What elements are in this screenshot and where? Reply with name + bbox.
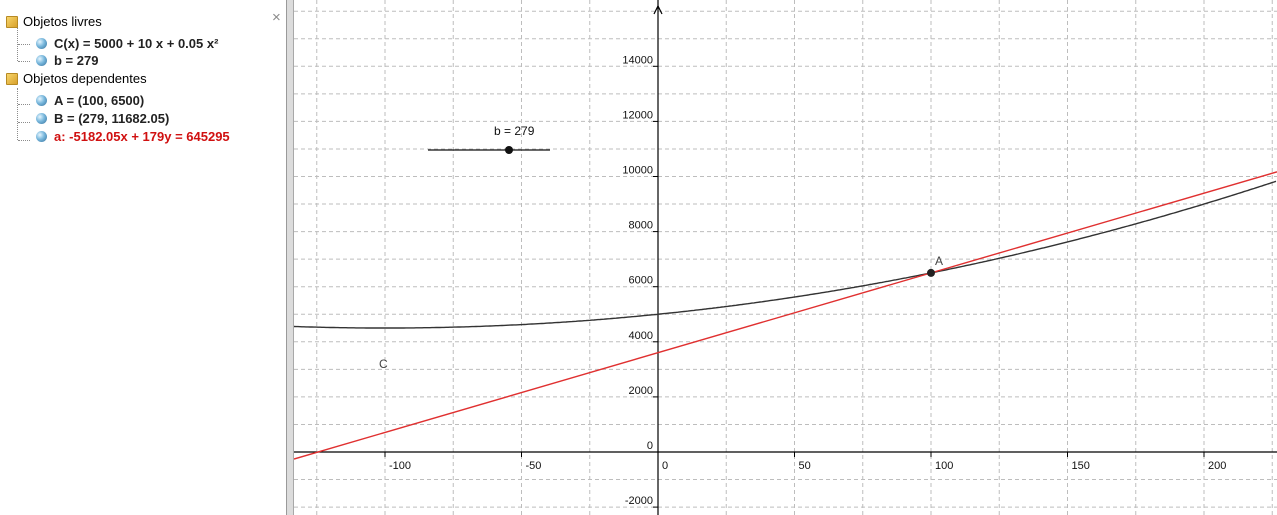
y-tick-label: 8000: [629, 220, 653, 232]
folder-icon: [6, 16, 18, 28]
tree-line: [18, 140, 30, 141]
object-label: A = (100, 6500): [54, 93, 145, 108]
points: AB: [927, 254, 943, 277]
object-label: C(x) = 5000 + 10 x + 0.05 x²: [54, 36, 219, 51]
visibility-ball-icon[interactable]: [36, 38, 47, 49]
visibility-ball-icon[interactable]: [36, 55, 47, 66]
object-line-a[interactable]: a: -5182.05x + 179y = 645295: [36, 128, 230, 146]
slider-knob[interactable]: [505, 146, 513, 154]
tick-labels: -250-200-150-100-50050100150200250300350…: [389, 54, 1226, 507]
grid: [294, 0, 1277, 515]
object-point-b[interactable]: B = (279, 11682.05): [36, 110, 169, 128]
function-curve-c[interactable]: [294, 180, 1277, 329]
y-tick-label: 2000: [629, 385, 653, 397]
x-tick-label: -50: [526, 460, 542, 472]
folder-label: Objetos livres: [23, 14, 102, 29]
point-label: A: [935, 254, 943, 268]
folder-free-objects[interactable]: Objetos livres: [6, 13, 102, 31]
x-tick-label: 50: [799, 460, 811, 472]
line-a[interactable]: [294, 171, 1277, 460]
x-tick-label: 150: [1072, 460, 1090, 472]
visibility-ball-icon[interactable]: [36, 95, 47, 106]
object-label: B = (279, 11682.05): [54, 111, 170, 126]
x-tick-label: 0: [662, 460, 668, 472]
tree-line: [17, 88, 18, 140]
axes: [294, 0, 1277, 515]
y-tick-label: 0: [647, 440, 653, 452]
y-axis-arrow: [653, 4, 663, 15]
point-a[interactable]: [927, 268, 935, 277]
tree-line: [18, 104, 30, 105]
slider-label: b = 279: [494, 124, 535, 138]
tree-line: [18, 61, 30, 62]
object-point-a[interactable]: A = (100, 6500): [36, 92, 144, 110]
y-tick-label: 4000: [629, 330, 653, 342]
y-tick-label: 10000: [622, 165, 653, 177]
visibility-ball-icon[interactable]: [36, 113, 47, 124]
tree-line: [18, 44, 30, 45]
curve-label-c: C: [379, 357, 388, 371]
x-tick-label: -100: [389, 460, 411, 472]
close-icon[interactable]: ×: [272, 9, 281, 26]
tree-line: [17, 27, 18, 61]
object-function-c[interactable]: C(x) = 5000 + 10 x + 0.05 x²: [36, 35, 218, 53]
view-splitter[interactable]: [287, 0, 294, 515]
y-tick-label: 6000: [629, 275, 653, 287]
x-tick-label: 200: [1208, 460, 1226, 472]
object-label: a: -5182.05x + 179y = 645295: [54, 129, 230, 144]
x-tick-label: 100: [935, 460, 953, 472]
object-slider-b[interactable]: b = 279: [36, 52, 98, 70]
folder-dependent-objects[interactable]: Objetos dependentes: [6, 70, 147, 88]
y-tick-label: -2000: [625, 495, 653, 507]
folder-icon: [6, 73, 18, 85]
visibility-ball-icon[interactable]: [36, 131, 47, 142]
slider-b[interactable]: b = 279: [428, 124, 550, 154]
tree-line: [18, 122, 30, 123]
object-label: b = 279: [54, 53, 99, 68]
graphics-view[interactable]: -250-200-150-100-50050100150200250300350…: [294, 0, 1277, 515]
y-tick-label: 14000: [622, 54, 653, 66]
y-tick-label: 12000: [622, 109, 653, 121]
folder-label: Objetos dependentes: [23, 71, 147, 86]
algebra-view: × Objetos livres C(x) = 5000 + 10 x + 0.…: [0, 0, 287, 515]
